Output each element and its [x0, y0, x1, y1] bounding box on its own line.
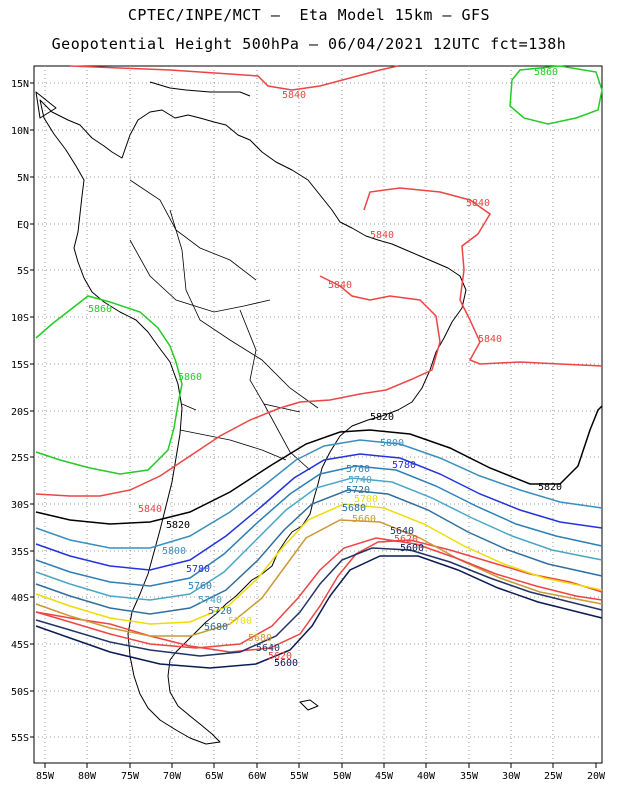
contour-label: 5840	[328, 280, 352, 291]
contour-5620	[35, 537, 603, 649]
x-tick-label: 25W	[544, 771, 563, 782]
contour-label: 5680	[248, 633, 272, 644]
contour-label: 5680	[342, 503, 366, 514]
x-tick-label: 35W	[460, 771, 479, 782]
contour-5720	[35, 489, 603, 615]
contour-label: 5840	[370, 230, 394, 241]
x-tick-label: 20W	[587, 771, 606, 782]
tick-marks	[30, 82, 597, 768]
contour-label: 5860	[178, 372, 202, 383]
contour-5740	[35, 477, 603, 601]
x-tick-label: 70W	[163, 771, 182, 782]
falkland-islands	[299, 699, 319, 711]
contour-label: 5740	[348, 475, 372, 486]
contour-5700	[35, 503, 603, 625]
contour-label: 5620	[394, 534, 418, 545]
contour-label: 5720	[346, 485, 370, 496]
contour-5640	[35, 547, 603, 657]
contour-5760	[35, 465, 603, 587]
contour-label: 5840	[282, 90, 306, 101]
contour-label: 5820	[166, 520, 190, 531]
contour-5840-south	[35, 539, 603, 653]
y-tick-label: 10N	[11, 126, 29, 137]
contour-label: 5800	[380, 438, 404, 449]
coastlines	[35, 81, 467, 745]
contour-label: 5760	[346, 464, 370, 475]
x-tick-label: 45W	[375, 771, 394, 782]
x-tick-label: 40W	[417, 771, 436, 782]
y-tick-label: 45S	[11, 640, 29, 651]
contour-5860-north	[509, 65, 603, 125]
x-tick-label: 85W	[36, 771, 55, 782]
y-tick-label: 15S	[11, 360, 29, 371]
x-tick-labels: 85W 80W 75W 70W 65W 60W 55W 50W 45W 40W …	[36, 771, 606, 782]
y-tick-label: 25S	[11, 453, 29, 464]
contour-label: 5820	[538, 482, 562, 493]
contour-5680	[35, 519, 603, 637]
y-tick-label: 50S	[11, 687, 29, 698]
contour-label: 5780	[392, 460, 416, 471]
contour-label: 5840	[478, 334, 502, 345]
contour-5600	[35, 555, 603, 669]
contour-label: 5720	[208, 606, 232, 617]
y-tick-label: 55S	[11, 733, 29, 744]
contour-5860-west	[35, 295, 183, 475]
title-line-2: Geopotential Height 500hPa – 06/04/2021 …	[51, 35, 567, 53]
contour-label: 5640	[256, 643, 280, 654]
x-tick-label: 75W	[121, 771, 140, 782]
contour-label: 5700	[354, 494, 378, 505]
contour-label: 5620	[268, 651, 292, 662]
graticule	[34, 66, 602, 763]
x-tick-label: 50W	[333, 771, 352, 782]
contour-label: 5860	[88, 304, 112, 315]
x-tick-label: 80W	[78, 771, 97, 782]
contour-5840-center	[35, 275, 441, 497]
map-frame	[33, 65, 603, 764]
contour-label: 5600	[400, 543, 424, 554]
y-tick-label: 40S	[11, 593, 29, 604]
contour-label: 5820	[370, 412, 394, 423]
contour-label: 5700	[228, 616, 252, 627]
contour-label: 5800	[162, 546, 186, 557]
y-tick-label: 10S	[11, 313, 29, 324]
y-tick-label: 30S	[11, 500, 29, 511]
contour-5780	[35, 453, 603, 571]
contour-labels: 5860 5860 5860 5840 5840 5840 5840 5840 …	[88, 67, 562, 669]
x-tick-label: 30W	[502, 771, 521, 782]
contour-label: 5860	[534, 67, 558, 78]
contour-label: 5660	[352, 514, 376, 525]
contour-label: 5680	[204, 622, 228, 633]
contour-label: 5740	[198, 595, 222, 606]
x-tick-label: 60W	[248, 771, 267, 782]
contour-label: 5780	[186, 564, 210, 575]
south-america-coastline	[39, 99, 467, 745]
y-tick-label: 20S	[11, 407, 29, 418]
country-borders	[129, 179, 319, 471]
y-tick-labels: 15N 10N 5N EQ 5S 10S 15S 20S 25S 30S 35S…	[11, 79, 29, 744]
y-tick-label: EQ	[17, 220, 29, 231]
contour-label: 5840	[466, 198, 490, 209]
contour-label: 5640	[390, 526, 414, 537]
central-america-coastline	[35, 91, 57, 119]
x-tick-label: 55W	[290, 771, 309, 782]
x-tick-label: 65W	[205, 771, 224, 782]
y-tick-label: 5N	[17, 173, 29, 184]
contours	[35, 65, 603, 669]
y-tick-label: 35S	[11, 547, 29, 558]
contour-5800	[35, 439, 603, 549]
contour-5840-east	[363, 187, 603, 367]
contour-5820	[35, 405, 603, 525]
y-tick-label: 15N	[11, 79, 29, 90]
contour-label: 5600	[274, 658, 298, 669]
y-tick-label: 5S	[17, 266, 29, 277]
contour-label: 5760	[188, 581, 212, 592]
title-line-1: CPTEC/INPE/MCT – Eta Model 15km – GFS	[127, 6, 491, 24]
contour-5840-north	[69, 65, 399, 91]
contour-label: 5840	[138, 504, 162, 515]
caribbean-islands	[149, 81, 251, 97]
